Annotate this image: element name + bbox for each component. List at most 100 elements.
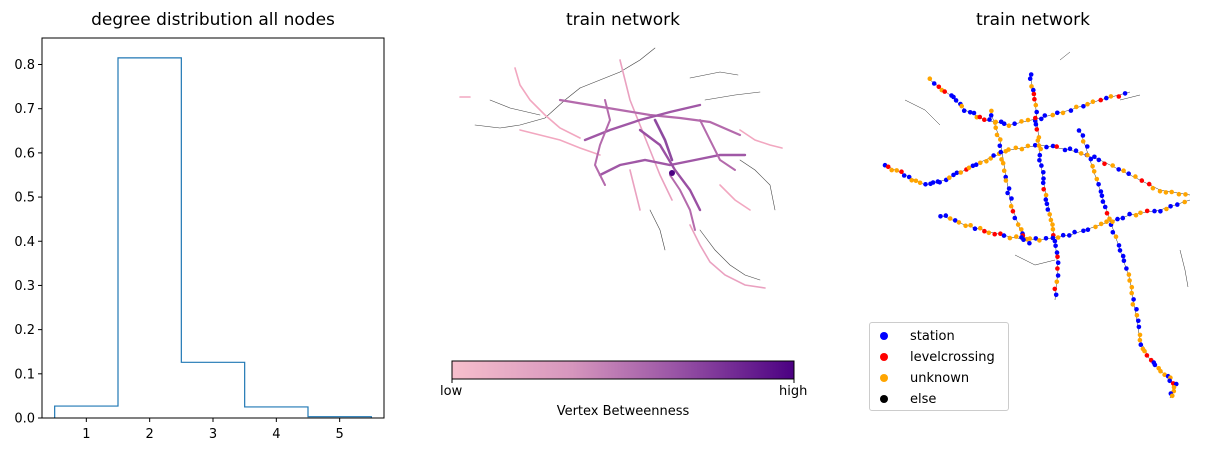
network-node xyxy=(1039,163,1044,168)
network-node xyxy=(885,164,891,170)
hist-y-axis: 0.0 0.1 0.2 0.3 0.4 0.5 0.6 0.7 0.8 xyxy=(14,58,42,427)
network-node xyxy=(1085,152,1090,158)
network-node xyxy=(954,170,960,176)
network-node xyxy=(1152,362,1158,368)
network-node xyxy=(1053,292,1059,298)
network-node xyxy=(1115,216,1120,222)
network-node xyxy=(1062,147,1068,153)
network-node xyxy=(959,103,964,109)
network-node xyxy=(1003,174,1008,180)
network-node xyxy=(1099,193,1105,199)
network-node xyxy=(1041,176,1046,181)
legend-entry-unknown: unknown xyxy=(880,369,969,387)
network-node xyxy=(1183,192,1188,197)
network-node xyxy=(1044,144,1049,150)
network-node xyxy=(1033,115,1038,121)
network-node xyxy=(1152,208,1157,214)
x-tick-label: 4 xyxy=(272,427,280,442)
network-node xyxy=(1098,189,1104,194)
network-node xyxy=(972,226,978,231)
network-node xyxy=(1047,212,1052,217)
network-node xyxy=(1108,94,1114,99)
network-node xyxy=(1055,254,1060,260)
network-node xyxy=(1040,180,1046,186)
network-node xyxy=(1116,243,1122,248)
network-node xyxy=(992,120,998,125)
colorbar-title: Vertex Betweenness xyxy=(556,404,690,419)
network-node xyxy=(1041,187,1046,192)
network-node xyxy=(1117,248,1123,253)
network-node xyxy=(1034,127,1040,132)
network-node xyxy=(1028,72,1034,77)
colorbar-high-label: high xyxy=(779,384,808,399)
network-node xyxy=(899,169,904,174)
network-node xyxy=(1041,170,1046,175)
network-node xyxy=(961,108,967,113)
network-node xyxy=(1162,372,1167,378)
network-node xyxy=(1031,91,1037,97)
network-node xyxy=(1098,221,1104,227)
network-node xyxy=(1120,253,1126,259)
network-node xyxy=(992,231,997,237)
network-node xyxy=(1138,210,1143,216)
network-node xyxy=(971,110,977,116)
network-node xyxy=(938,214,943,219)
network-node xyxy=(1054,144,1059,149)
network-node xyxy=(967,110,973,115)
network-node xyxy=(1176,191,1182,197)
legend-entry-station: station xyxy=(880,327,955,345)
network-node xyxy=(1031,87,1036,93)
network-node xyxy=(1078,151,1084,156)
network-node xyxy=(1053,243,1058,249)
network-node xyxy=(1074,104,1079,110)
legend-entry-else: else xyxy=(880,390,936,408)
network-node xyxy=(936,84,942,90)
network-node xyxy=(1116,94,1122,99)
y-tick-label: 0.8 xyxy=(14,58,35,73)
network-node xyxy=(1009,196,1014,201)
network-node xyxy=(1098,97,1103,103)
network-node xyxy=(1029,84,1034,89)
network-node xyxy=(1110,163,1115,168)
network-node xyxy=(998,137,1003,142)
network-node xyxy=(1050,112,1055,118)
network-node xyxy=(1144,353,1150,358)
network-node xyxy=(1039,116,1044,122)
network-node xyxy=(1019,227,1024,232)
network-node xyxy=(1043,197,1049,202)
network-node xyxy=(1055,273,1061,278)
network-node xyxy=(930,180,936,185)
network-node xyxy=(1033,122,1039,127)
network-node xyxy=(1127,211,1132,217)
network-node xyxy=(1129,290,1134,296)
node-type-network-panel: train network xyxy=(882,10,1191,399)
network-node xyxy=(1133,212,1139,218)
network-node xyxy=(963,223,968,229)
network-node xyxy=(1054,250,1060,255)
network-node xyxy=(1055,266,1060,271)
network-node xyxy=(1090,163,1095,169)
network-node xyxy=(1110,230,1116,235)
network-node xyxy=(942,89,947,94)
network-node xyxy=(909,178,914,183)
network-node xyxy=(1055,110,1060,116)
legend-label-else: else xyxy=(910,391,937,407)
network-node xyxy=(1025,143,1031,149)
network-node xyxy=(1158,209,1163,214)
y-tick-label: 0.3 xyxy=(14,279,35,294)
network-node xyxy=(927,76,933,81)
network-node xyxy=(931,81,937,86)
network-node xyxy=(1033,102,1039,108)
network-node xyxy=(1060,110,1066,116)
network-node xyxy=(1167,378,1172,384)
network-node xyxy=(1036,143,1042,148)
x-tick-label: 1 xyxy=(82,427,90,442)
network1-title: train network xyxy=(566,10,680,30)
histogram-step-line xyxy=(54,57,372,418)
network-node xyxy=(1134,307,1139,312)
network-node xyxy=(986,230,992,236)
network-node xyxy=(1052,286,1058,292)
y-tick-label: 0.0 xyxy=(14,412,35,427)
network-node xyxy=(1170,393,1175,399)
network-node xyxy=(1076,128,1082,133)
